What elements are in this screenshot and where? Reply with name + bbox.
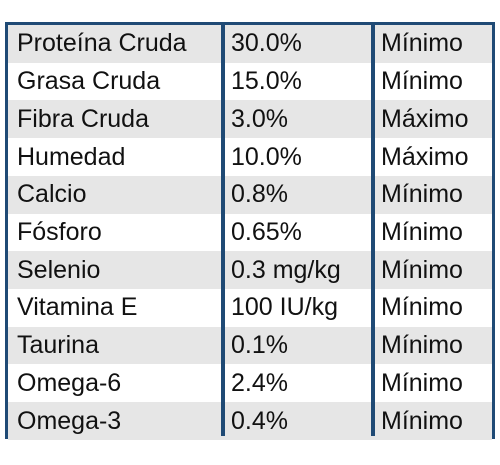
- nutrient-value: 0.8%: [231, 180, 288, 209]
- nutrient-name: Omega-3: [17, 406, 122, 435]
- table-row: Fósforo 0.65% Mínimo: [8, 214, 492, 252]
- nutrient-name: Fibra Cruda: [17, 104, 149, 133]
- table-row: Grasa Cruda 15.0% Mínimo: [8, 63, 492, 101]
- nutrient-level: Mínimo: [381, 217, 463, 246]
- table-row: Omega-6 2.4% Mínimo: [8, 364, 492, 402]
- nutrient-level: Mínimo: [381, 406, 463, 435]
- table-row: Fibra Cruda 3.0% Máximo: [8, 100, 492, 139]
- nutrient-name: Fósforo: [17, 217, 102, 246]
- column-divider: [221, 25, 225, 436]
- table-row: Humedad 10.0% Máximo: [8, 138, 492, 176]
- nutrient-name: Calcio: [17, 180, 87, 209]
- nutrient-name: Humedad: [17, 142, 126, 171]
- nutrient-value: 0.65%: [231, 217, 302, 246]
- nutrient-level: Mínimo: [381, 255, 463, 284]
- nutrient-level: Mínimo: [381, 293, 463, 322]
- nutrient-level: Mínimo: [381, 368, 463, 397]
- nutrient-value: 0.4%: [231, 406, 288, 435]
- nutrient-level: Mínimo: [381, 29, 463, 58]
- nutrition-table: Proteína Cruda 30.0% Mínimo Grasa Cruda …: [5, 22, 495, 440]
- nutrient-value: 2.4%: [231, 368, 288, 397]
- nutrient-level: Mínimo: [381, 67, 463, 96]
- table-row: Selenio 0.3 mg/kg Mínimo: [8, 251, 492, 290]
- nutrient-name: Taurina: [17, 331, 99, 360]
- nutrient-level: Mínimo: [381, 331, 463, 360]
- table-row: Omega-3 0.4% Mínimo: [8, 402, 492, 440]
- nutrient-value: 15.0%: [231, 67, 302, 96]
- nutrient-name: Proteína Cruda: [17, 29, 187, 58]
- nutrient-value: 100 IU/kg: [231, 293, 339, 322]
- nutrient-value: 30.0%: [231, 29, 302, 58]
- table-row: Vitamina E 100 IU/kg Mínimo: [8, 289, 492, 327]
- nutrient-value: 3.0%: [231, 104, 288, 133]
- nutrient-level: Máximo: [381, 104, 469, 133]
- nutrient-level: Máximo: [381, 142, 469, 171]
- nutrient-value: 0.1%: [231, 331, 288, 360]
- table-row: Calcio 0.8% Mínimo: [8, 175, 492, 214]
- nutrient-name: Omega-6: [17, 368, 122, 397]
- table-row: Proteína Cruda 30.0% Mínimo: [8, 25, 492, 63]
- nutrient-name: Selenio: [17, 255, 101, 284]
- nutrient-name: Vitamina E: [17, 293, 138, 322]
- column-divider: [371, 25, 375, 436]
- nutrient-value: 10.0%: [231, 142, 302, 171]
- nutrient-name: Grasa Cruda: [17, 67, 161, 96]
- table-row: Taurina 0.1% Mínimo: [8, 326, 492, 365]
- nutrient-level: Mínimo: [381, 180, 463, 209]
- nutrient-value: 0.3 mg/kg: [231, 255, 341, 284]
